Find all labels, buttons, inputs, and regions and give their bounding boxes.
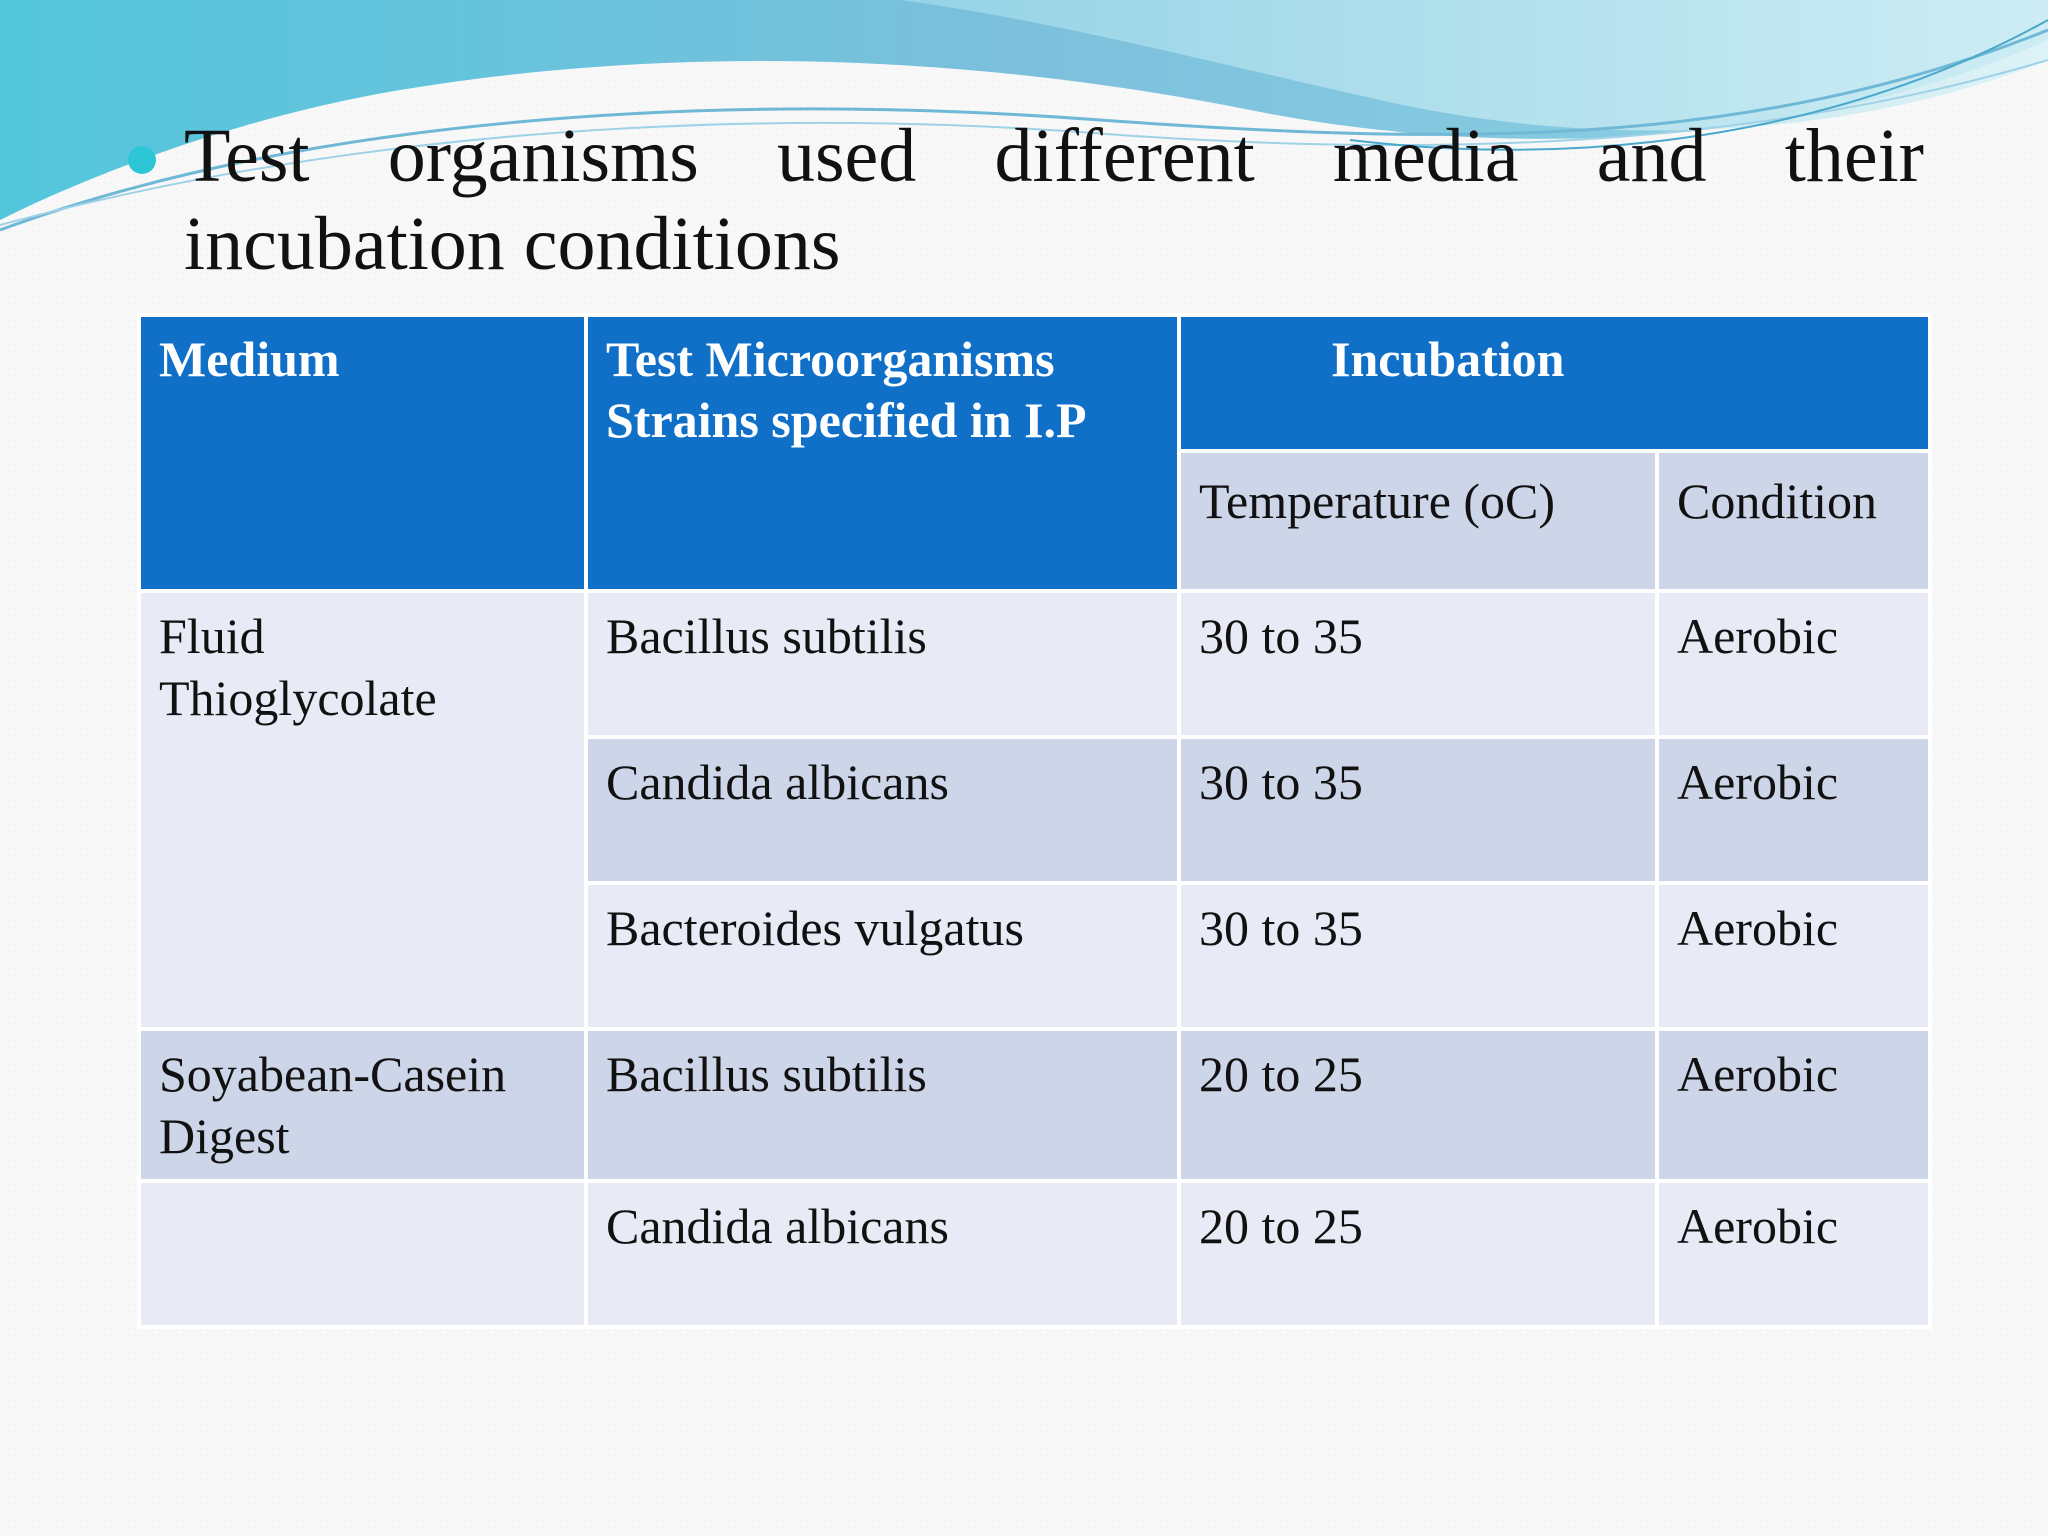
table-row: Bacteroides vulgatus 30 to 35 Aerobic <box>139 881 1932 1031</box>
table-row: Candida albicans 20 to 25 Aerobic <box>137 1179 1932 1329</box>
table-row: Soyabean-Casein Digest Bacillus subtilis… <box>137 1027 1932 1183</box>
organism-cell: Bacillus subtilis <box>584 1027 1181 1183</box>
condition-cell: Aerobic <box>1655 735 1932 885</box>
bullet-line-2: incubation conditions <box>184 202 841 286</box>
temperature-cell: 30 to 35 <box>1177 589 1659 739</box>
temperature-cell: 30 to 35 <box>1177 881 1659 1031</box>
header-temperature: Temperature (oC) <box>1177 449 1659 593</box>
condition-cell: Aerobic <box>1655 1179 1932 1329</box>
temperature-cell: 30 to 35 <box>1177 735 1659 885</box>
bullet-icon <box>128 146 156 174</box>
condition-cell: Aerobic <box>1655 881 1932 1031</box>
table-subheader-row: Temperature (oC) Condition <box>139 449 1932 593</box>
slide-bullet-text: Test organisms used different media and … <box>184 112 1924 288</box>
header-medium: Medium <box>137 313 588 593</box>
medium-cell: Soyabean-Casein Digest <box>137 1027 588 1183</box>
table-header-row: Medium Test Microorganisms Strains speci… <box>137 313 1932 593</box>
header-condition: Condition <box>1655 449 1932 593</box>
medium-cell-empty <box>137 1179 588 1329</box>
bullet-line-1: Test organisms used different media and … <box>184 114 1924 198</box>
organism-cell: Candida albicans <box>584 1179 1181 1329</box>
temperature-cell: 20 to 25 <box>1177 1027 1659 1183</box>
organism-cell: Bacillus subtilis <box>584 589 1181 739</box>
condition-cell: Aerobic <box>1655 1027 1932 1183</box>
table-row: Fluid Thioglycolate Bacillus subtilis 30… <box>137 589 1932 1031</box>
header-incubation: Incubation <box>1177 313 1932 453</box>
table-row: Candida albicans 30 to 35 Aerobic <box>139 735 1932 885</box>
decorative-waves <box>0 0 2048 232</box>
media-table: Medium Test Microorganisms Strains speci… <box>137 313 1932 1329</box>
temperature-cell: 20 to 25 <box>1177 1179 1659 1329</box>
header-organisms: Test Microorganisms Strains specified in… <box>584 313 1181 593</box>
condition-cell: Aerobic <box>1655 589 1932 739</box>
organism-cell: Candida albicans <box>584 735 1181 885</box>
organism-cell: Bacteroides vulgatus <box>584 881 1181 1031</box>
medium-cell: Fluid Thioglycolate <box>137 589 588 1031</box>
